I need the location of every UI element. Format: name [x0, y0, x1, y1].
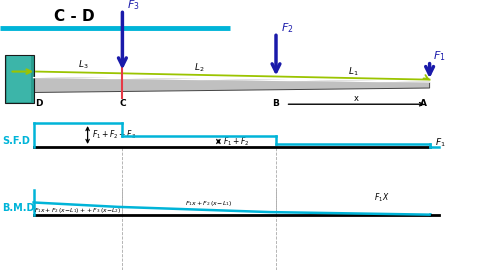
Text: $L_3$: $L_3$ — [78, 59, 88, 71]
Text: $F_1X$: $F_1X$ — [374, 192, 389, 204]
Polygon shape — [5, 55, 34, 103]
Text: x: x — [354, 94, 359, 103]
Text: A: A — [420, 99, 427, 108]
Text: $F_1x+F_2\,(x\!-\!L_1)++F_3\,(x\!-\!L_2)$: $F_1x+F_2\,(x\!-\!L_1)++F_3\,(x\!-\!L_2)… — [34, 206, 122, 215]
Text: $F_1+F_2$: $F_1+F_2$ — [223, 135, 250, 148]
Text: $F_1x+F_2\,(x\!-\!L_1)$: $F_1x+F_2\,(x\!-\!L_1)$ — [185, 199, 232, 208]
Text: C - D: C - D — [54, 9, 95, 25]
Text: C: C — [119, 99, 126, 108]
Polygon shape — [7, 56, 31, 102]
Text: B.M.D: B.M.D — [2, 203, 35, 213]
Text: D: D — [35, 99, 43, 108]
Text: $F_3$: $F_3$ — [127, 0, 140, 12]
Text: B: B — [273, 99, 279, 108]
Text: S.F.D: S.F.D — [2, 136, 30, 146]
Polygon shape — [34, 78, 430, 92]
Text: $F_1+F_2+F_3$: $F_1+F_2+F_3$ — [92, 129, 137, 141]
Text: $F_1$: $F_1$ — [435, 137, 446, 149]
Text: $L_2$: $L_2$ — [194, 61, 204, 74]
Text: $L_1$: $L_1$ — [348, 65, 358, 78]
Text: $F_1$: $F_1$ — [433, 49, 446, 63]
Text: $F_2$: $F_2$ — [281, 21, 293, 35]
